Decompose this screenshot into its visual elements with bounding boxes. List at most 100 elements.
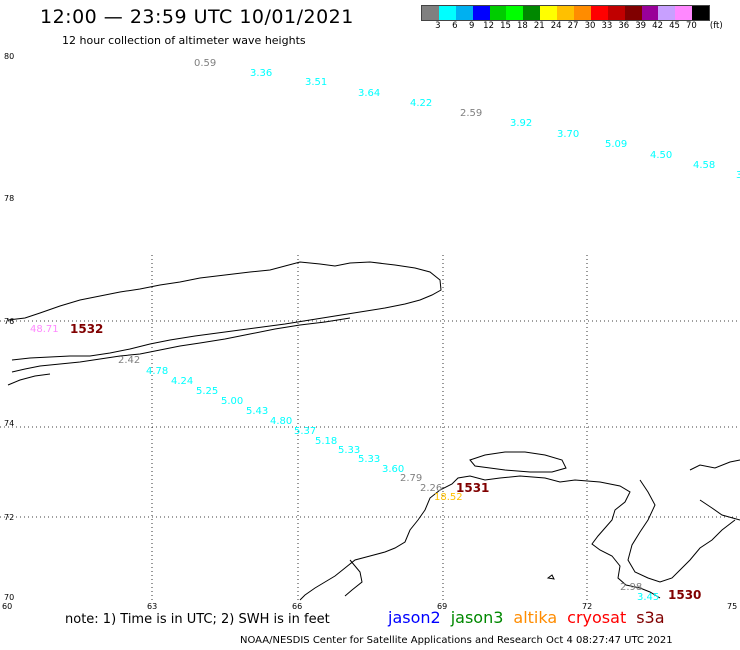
credit-line: NOAA/NESDIS Center for Satellite Applica… [240,635,673,646]
wave-height-label: 5.00 [221,396,243,407]
wave-height-label: 5.33 [358,454,380,465]
coastline-baydaratskaya [344,559,363,597]
legend-swatch [489,6,507,20]
pass-id-label: 1532 [70,322,103,336]
wave-height-label: 3.51 [305,77,327,88]
legend-tick: 30 [584,21,596,31]
coastline-novaya-zemlya-south [11,317,351,373]
footer-note: note: 1) Time is in UTC; 2) SWH is in fe… [65,612,330,627]
legend-swatch [422,6,439,20]
legend-unit: (ft) [709,21,723,31]
wave-height-label: 4.50 [650,150,672,161]
legend-tick: 36 [618,21,630,31]
legend-swatch [472,6,490,20]
wave-height-label: 2.26 [420,483,442,494]
legend-swatch [506,6,524,20]
wave-height-label: 2.79 [400,473,422,484]
wave-height-label: 3.45 [637,592,659,603]
legend-swatch [590,6,608,20]
legend-tick: 45 [669,21,680,31]
legend-tick: 39 [635,21,647,31]
wave-height-label: 5.09 [605,139,627,150]
lon-label: 66 [292,602,302,611]
lat-label: 70 [4,593,14,602]
legend-swatch [455,6,473,20]
legend-tick: 6 [452,21,458,31]
legend-swatch [557,6,575,20]
legend-swatch [641,6,659,20]
coastline-gydan-east [689,459,740,471]
wave-height-label: 3.92 [510,118,532,129]
lat-label: 80 [4,52,14,61]
satellite-altika: altika [513,608,558,627]
legend-tick: 33 [601,21,613,31]
coastline-east-shore [699,499,740,521]
color-legend-bar [421,5,711,21]
pass-id-label: 1531 [456,481,489,495]
legend-tick: 3 [435,21,441,31]
coastline [7,261,740,601]
wave-height-label: 2.42 [118,355,140,366]
wave-height-label: 0.59 [194,58,216,69]
satellite-jason3: jason3 [450,608,504,627]
lat-labels: 80 78 76 74 72 70 [4,52,14,602]
satellite-legend: jason2 jason3 altika cryosat s3a [388,608,675,627]
pass-id-label: 1530 [668,588,701,602]
wave-height-label: 5.37 [294,426,316,437]
wave-height-label: 4.58 [693,160,715,171]
wave-height-label: 5.33 [338,445,360,456]
wave-height-label: 18.52 [434,492,463,503]
lat-label: 74 [4,419,14,428]
satellite-jason2: jason2 [388,608,441,627]
wave-height-label: 3.36 [250,68,272,79]
track-se: 2.983.45 1530 [620,582,701,603]
legend-swatch [540,6,558,20]
wave-height-label: 2.98 [620,582,642,593]
coastline-novaya-zemlya-south-lower [7,373,51,386]
lon-label: 69 [437,602,447,611]
page-subtitle: 12 hour collection of altimeter wave hei… [62,34,306,47]
wave-height-label: 48.71 [30,324,59,335]
coastline-yamal [299,475,661,601]
page-title: 12:00 — 23:59 UTC 10/01/2021 [40,6,354,28]
lat-label: 76 [4,317,14,326]
wave-height-label: 3.64 [358,88,380,99]
color-legend-ticks: 3 6 9 12 15 18 21 24 27 30 33 36 39 42 45 70 (ft) [421,21,740,33]
legend-tick: 70 [685,21,697,31]
coastline-small-island [546,574,555,580]
legend-swatch [523,6,541,20]
legend-tick: 24 [550,21,562,31]
track-mid: 48.71 15322.424.784.245.255.005.434.805.3… [30,322,489,503]
legend-swatch [624,6,642,20]
wave-height-label: 4.22 [410,98,432,109]
wave-height-label: 3 [736,170,740,181]
wave-height-label: 4.24 [171,376,193,387]
legend-tick: 18 [516,21,528,31]
satellite-cryosat: cryosat [567,608,627,627]
legend-tick: 9 [468,21,475,31]
legend-swatch [574,6,591,20]
lat-label: 72 [4,513,14,522]
legend-tick: 12 [483,21,495,31]
lon-label: 72 [582,602,592,611]
lon-label: 60 [2,602,12,611]
lon-labels: 60 63 66 69 72 75 [2,602,737,611]
lat-label: 78 [4,194,14,203]
wave-height-label: 5.18 [315,436,337,447]
lon-label: 63 [147,602,157,611]
coastline-bely-island [469,451,567,473]
satellite-s3a: s3a [636,608,665,627]
legend-swatch [607,6,625,20]
legend-swatch [658,6,676,20]
coastline-novaya-zemlya-north [7,261,442,361]
lon-label: 75 [727,602,737,611]
legend-swatch [438,6,456,20]
wave-height-label: 5.25 [196,386,218,397]
graticule [0,255,740,600]
track-north: 0.59 3.36 3.51 3.64 4.22 2.59 3.92 3.70 5.09 4.50… [194,58,740,181]
coastline-gydan [627,479,736,583]
legend-swatch [675,6,693,20]
legend-swatch [692,6,710,20]
wave-height-label: 3.60 [382,464,404,475]
